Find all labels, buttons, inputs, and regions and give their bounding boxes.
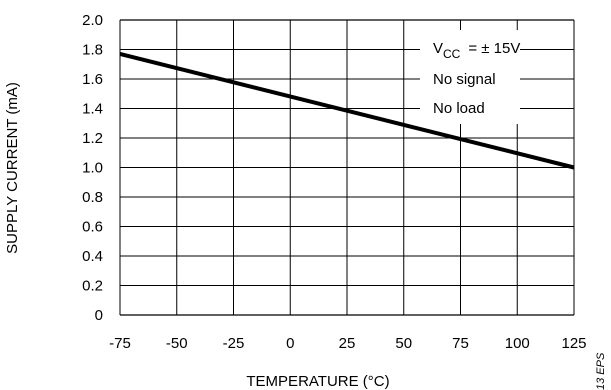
x-tick-label: 125 xyxy=(561,335,586,352)
x-tick-label: -25 xyxy=(223,335,245,352)
x-tick-label: 100 xyxy=(505,335,530,352)
vcc-symbol: VCC = ± 15V xyxy=(433,40,520,61)
tick-labels: -75 -50 -25 0 25 50 75 100 125 0 0.2 0.4 0.6 0.8 1.0 1.… xyxy=(82,12,586,352)
y-tick-label: 1.4 xyxy=(82,101,103,118)
y-tick-label: 1.8 xyxy=(82,42,103,59)
x-tick-label: -50 xyxy=(166,335,188,352)
y-tick-label: 1.0 xyxy=(82,160,103,177)
y-tick-label: 1.2 xyxy=(82,130,103,147)
x-axis-title: TEMPERATURE (°C) xyxy=(246,373,389,390)
grid xyxy=(119,19,575,316)
figure-id: 13 EPS xyxy=(595,352,607,390)
series-layer xyxy=(119,51,575,170)
x-tick-label: 0 xyxy=(286,335,294,352)
supply-current-line xyxy=(119,51,575,170)
x-tick-label: 75 xyxy=(452,335,469,352)
condition-no-signal: No signal xyxy=(433,71,496,88)
condition-no-load: No load xyxy=(433,100,485,117)
y-axis-title: SUPPLY CURRENT (mA) xyxy=(4,82,21,254)
y-tick-label: 0.6 xyxy=(82,219,103,236)
y-tick-label: 0.2 xyxy=(82,278,103,295)
x-tick-label: 50 xyxy=(395,335,412,352)
conditions-box xyxy=(420,30,520,124)
x-tick-label: -75 xyxy=(109,335,131,352)
y-tick-label: 1.6 xyxy=(82,71,103,88)
y-tick-label: 0 xyxy=(95,307,103,324)
y-tick-label: 0.8 xyxy=(82,189,103,206)
y-tick-label: 2.0 xyxy=(82,12,103,29)
x-tick-label: 25 xyxy=(339,335,356,352)
y-tick-label: 0.4 xyxy=(82,248,103,265)
